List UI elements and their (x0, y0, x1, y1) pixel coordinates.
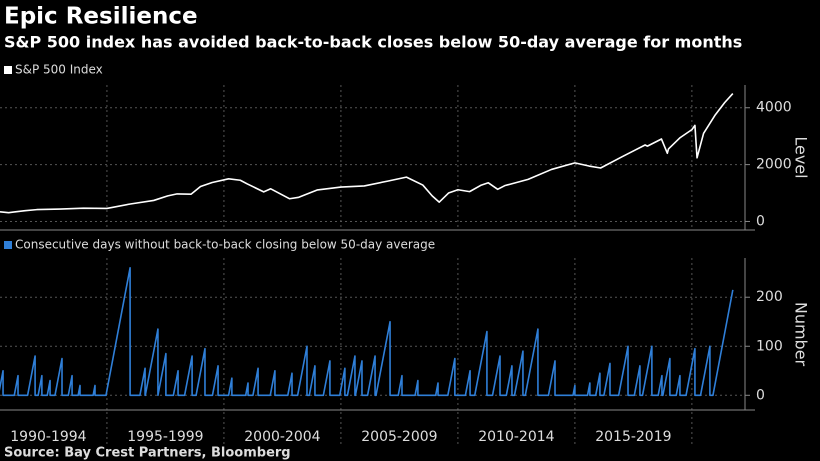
legend-swatch (4, 66, 12, 74)
y-tick-label: 0 (756, 213, 765, 229)
y-axis-title: Number (792, 302, 811, 367)
y-tick-label: 2000 (756, 157, 792, 173)
x-tick-label: 1990-1994 (10, 429, 86, 445)
data-line (0, 267, 734, 397)
y-tick-label: 0 (756, 387, 765, 403)
legend-label: Consecutive days without back-to-back cl… (15, 238, 435, 252)
x-tick-label: 2000-2004 (244, 429, 320, 445)
y-axis-title: Level (792, 136, 811, 178)
chart-title: Epic Resilience (4, 4, 198, 30)
x-tick-label: 2005-2009 (361, 429, 437, 445)
y-tick-label: 100 (756, 338, 783, 354)
x-tick-label: 2015-2019 (595, 429, 671, 445)
y-tick-label: 200 (756, 289, 783, 305)
x-tick-label: 1995-1999 (127, 429, 203, 445)
data-line (0, 92, 734, 214)
legend-swatch (4, 241, 12, 249)
x-tick-label: 2010-2014 (478, 429, 554, 445)
source-note: Source: Bay Crest Partners, Bloomberg (4, 446, 291, 461)
chart-subtitle: S&P 500 index has avoided back-to-back c… (4, 33, 742, 52)
legend-label: S&P 500 Index (15, 63, 103, 77)
y-tick-label: 4000 (756, 100, 792, 116)
